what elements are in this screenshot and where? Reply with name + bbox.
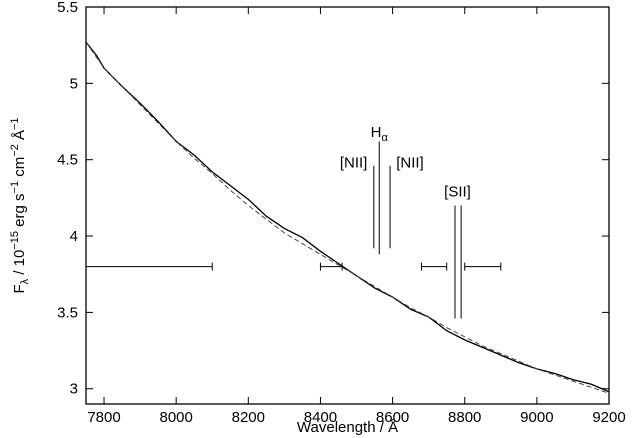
y-tick-label: 3 xyxy=(70,381,78,398)
y-tick-label: 3.5 xyxy=(57,304,78,321)
x-axis-label-text: Wavelength / xyxy=(297,419,388,436)
plot-area xyxy=(85,41,610,394)
y-tick-label: 5.5 xyxy=(57,0,78,16)
y-axis-label: Fλ / 10−15 erg s−1 cm−2 Å−1 xyxy=(9,117,31,293)
x-tick-label: 8000 xyxy=(159,409,192,426)
y-tick-label: 5 xyxy=(70,75,78,92)
annotations: [NII]Hα[NII][SII] xyxy=(86,124,502,319)
plot-frame xyxy=(85,6,610,405)
y-tick-label: 4 xyxy=(70,228,78,245)
x-tick-label: 8600 xyxy=(376,409,409,426)
x-tick-label: 8800 xyxy=(448,409,481,426)
emission-line-label: [SII] xyxy=(444,183,471,200)
x-axis-label: Wavelength / Å xyxy=(297,419,398,436)
x-tick-label: 8400 xyxy=(304,409,337,426)
series-line-observed xyxy=(85,41,610,393)
axis-ticks: 7800 8000 8200 8400 8600 8800 9000 9200 3 3.5 4 4.5… xyxy=(57,0,626,426)
interval-bar xyxy=(420,262,448,271)
x-tick-label: 9000 xyxy=(520,409,553,426)
x-tick-label: 7800 xyxy=(87,409,120,426)
interval-bar xyxy=(464,262,502,271)
interval-bar xyxy=(86,262,213,271)
y-tick-label: 4.5 xyxy=(57,152,78,169)
x-axis-label-unit: Å xyxy=(388,419,398,436)
emission-line-label: [NII] xyxy=(340,154,368,171)
emission-line-label: [NII] xyxy=(396,154,424,171)
emission-line-label: Hα xyxy=(371,124,389,144)
interval-bar xyxy=(319,262,343,271)
x-tick-label: 9200 xyxy=(592,409,625,426)
series-line-model xyxy=(85,41,610,394)
x-tick-label: 8200 xyxy=(232,409,265,426)
